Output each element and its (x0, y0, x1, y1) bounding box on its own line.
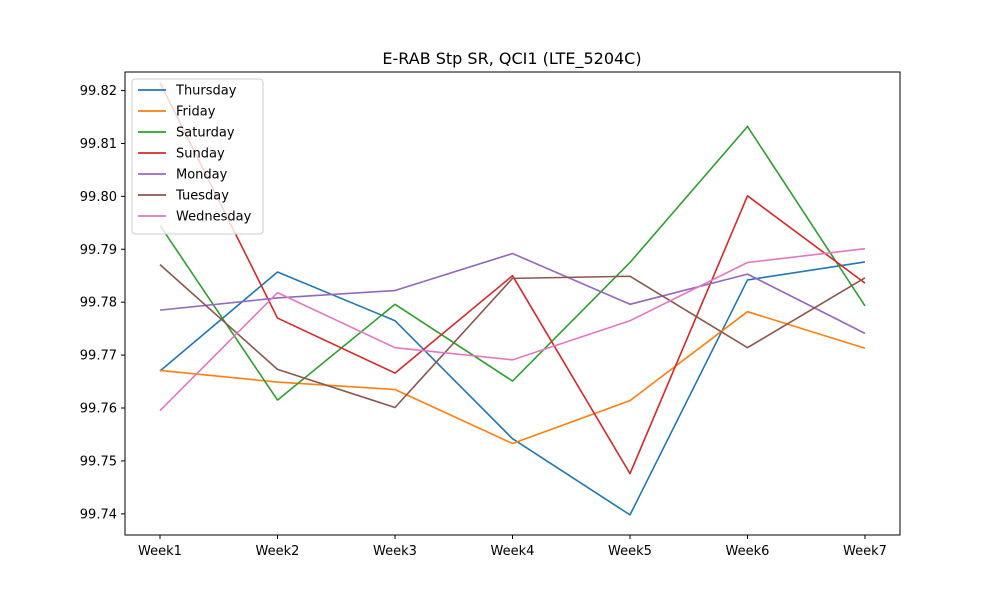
legend: Thursday Friday Saturday Sunday Monday Tuesda… (131, 78, 264, 235)
y-tick-label: 99.75 (80, 454, 117, 469)
y-tick-label: 99.74 (80, 507, 117, 522)
series-line-wednesday (159, 247, 866, 412)
x-tick-label: Week1 (138, 544, 182, 559)
y-tick-label: 99.76 (80, 402, 117, 417)
legend-label-tuesday: Tuesday (175, 189, 229, 204)
x-tick-label: Week5 (608, 544, 652, 559)
legend-label-wednesday: Wednesday (176, 210, 252, 225)
y-tick-label: 99.78 (80, 296, 117, 311)
series-line-monday (159, 252, 866, 335)
series-line-sunday (159, 82, 866, 475)
x-tick-label: Week2 (256, 544, 300, 559)
series-line-friday (159, 310, 866, 445)
series-line-saturday (159, 125, 866, 401)
y-tick-label: 99.77 (80, 349, 117, 364)
legend-label-monday: Monday (176, 168, 228, 183)
legend-label-thursday: Thursday (175, 84, 237, 99)
legend-label-saturday: Saturday (176, 126, 235, 141)
x-tick-label: Week6 (726, 544, 770, 559)
x-tick-label: Week3 (373, 544, 417, 559)
x-tick-label: Week7 (843, 544, 887, 559)
legend-label-sunday: Sunday (176, 147, 225, 162)
plot-area (159, 82, 866, 516)
legend-label-friday: Friday (176, 105, 216, 120)
x-tick-label: Week4 (491, 544, 535, 559)
y-tick-label: 99.81 (80, 137, 117, 152)
series-line-thursday (159, 261, 866, 516)
axes: Week1 Week2 Week3 Week4 Week5 Week6 Week7 99.74… (80, 71, 901, 559)
series-line-tuesday (159, 264, 866, 409)
chart-title: E-RAB Stp SR, QCI1 (LTE_5204C) (382, 49, 641, 69)
y-tick-label: 99.79 (80, 243, 117, 258)
y-tick-label: 99.82 (80, 84, 117, 99)
y-tick-label: 99.80 (80, 190, 117, 205)
